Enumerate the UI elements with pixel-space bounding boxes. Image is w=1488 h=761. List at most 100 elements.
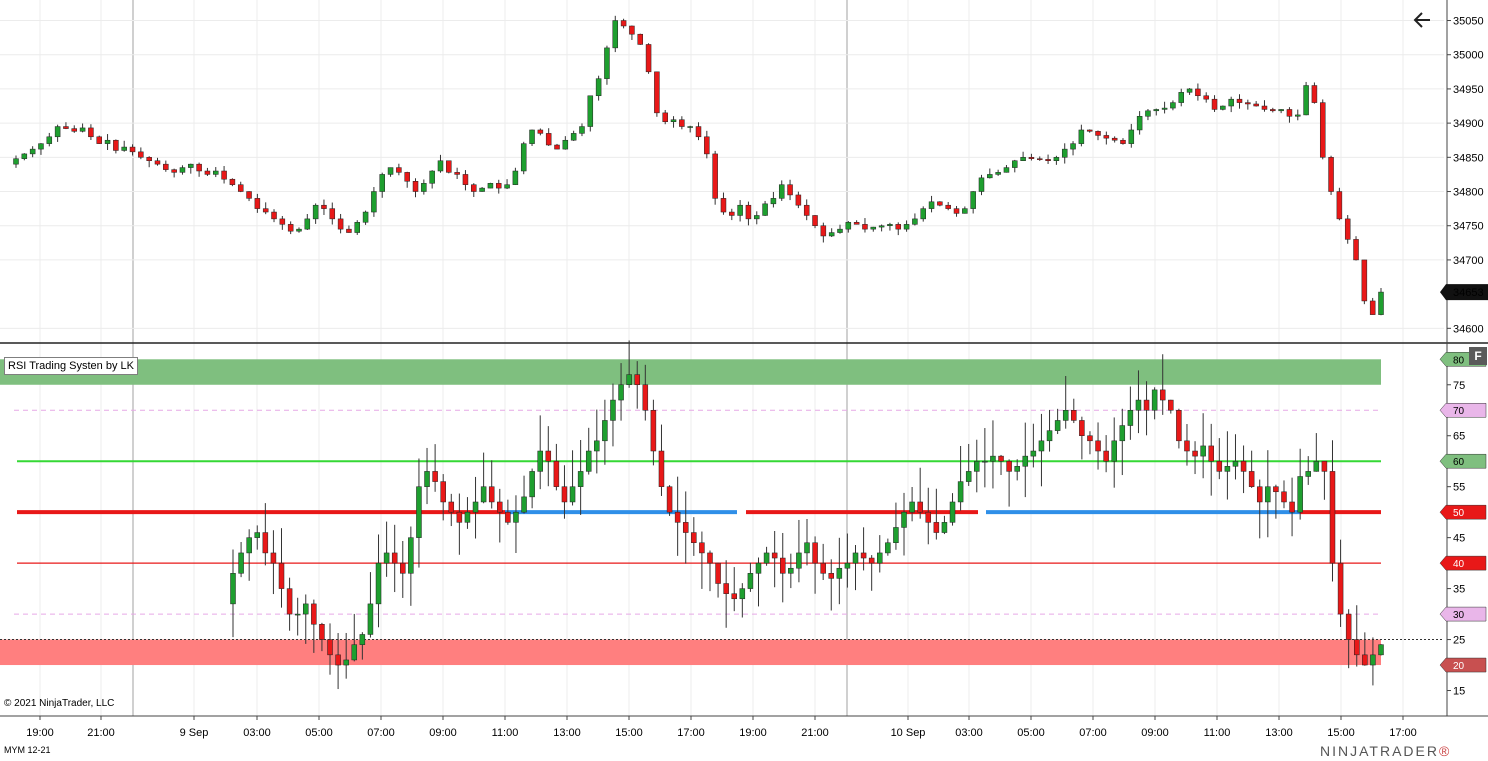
candle-down — [1103, 135, 1110, 139]
candle-up — [587, 95, 594, 127]
candle-down — [779, 557, 786, 574]
brand-text: NINJATRADER — [1320, 743, 1439, 759]
level-tag-label: 60 — [1453, 457, 1465, 468]
candle-up — [878, 225, 885, 228]
f-button[interactable]: F — [1469, 347, 1487, 365]
candle-up — [957, 481, 964, 503]
candle-up — [965, 471, 972, 482]
candle-up — [828, 232, 835, 237]
candle-up — [29, 148, 36, 155]
candle-down — [400, 562, 406, 574]
candle-up — [294, 613, 301, 616]
arrow-left-icon[interactable] — [1408, 6, 1438, 34]
candle-up — [612, 20, 619, 49]
candle-down — [895, 224, 902, 230]
candle-down — [820, 225, 827, 237]
candle-up — [739, 588, 746, 600]
candle-up — [1111, 440, 1117, 462]
candle-down — [1236, 98, 1243, 103]
candle-up — [513, 511, 519, 523]
candle-up — [351, 644, 358, 661]
candle-down — [937, 201, 943, 206]
candle-down — [679, 119, 685, 127]
candle-down — [820, 562, 826, 574]
candle-down — [1321, 460, 1328, 472]
candle-up — [38, 143, 44, 150]
candle-down — [691, 532, 697, 543]
candle-down — [196, 163, 202, 172]
candle-down — [456, 511, 463, 523]
candle-down — [545, 133, 552, 146]
candle-down — [1208, 445, 1214, 462]
candle-down — [720, 198, 727, 213]
candle-up — [970, 191, 976, 209]
candle-up — [429, 170, 435, 184]
candle-down — [812, 542, 818, 564]
candle-down — [262, 208, 269, 213]
x-tick-label: 17:00 — [1389, 727, 1417, 739]
candle-down — [1086, 129, 1093, 132]
candle-up — [1127, 409, 1134, 426]
candle-down — [654, 71, 660, 114]
candle-down — [329, 208, 336, 220]
rsi-tick-label: 65 — [1453, 431, 1465, 443]
candle-down — [723, 583, 729, 594]
candle-down — [554, 144, 560, 150]
candle-up — [480, 486, 487, 503]
candle-up — [1153, 109, 1160, 112]
rsi-candles — [230, 340, 1384, 690]
price-tick-label: 34700 — [1453, 255, 1484, 267]
candle-up — [1022, 455, 1029, 467]
candle-down — [1261, 105, 1268, 110]
x-tick-label: 13:00 — [1265, 727, 1293, 739]
candle-up — [1030, 450, 1037, 457]
candle-up — [387, 167, 394, 175]
candle-down — [88, 127, 94, 138]
level-tag-30 — [1439, 606, 1487, 622]
candle-up — [1135, 399, 1142, 411]
candle-down — [1336, 191, 1343, 220]
candle-down — [204, 170, 211, 175]
candle-up — [304, 218, 311, 230]
candle-up — [577, 471, 584, 487]
candle-down — [1248, 471, 1255, 487]
level-tag-label: 50 — [1453, 508, 1465, 519]
candle-down — [146, 157, 152, 161]
candle-up — [1038, 440, 1045, 452]
candle-up — [796, 552, 802, 569]
candle-down — [1319, 102, 1326, 158]
x-tick-label: 11:00 — [1204, 727, 1231, 739]
candle-down — [1176, 409, 1182, 442]
price-tick-label: 34750 — [1453, 221, 1484, 233]
candle-down — [1006, 460, 1012, 472]
candle-down — [828, 573, 835, 579]
candle-up — [504, 184, 510, 189]
candle-down — [1045, 159, 1051, 161]
level-tag-50 — [1439, 504, 1487, 520]
candle-down — [1079, 420, 1085, 436]
candle-down — [1037, 158, 1043, 160]
candle-up — [303, 603, 309, 615]
candle-down — [812, 215, 818, 226]
candle-down — [1328, 157, 1334, 192]
candle-down — [229, 178, 236, 185]
candle-up — [362, 211, 369, 223]
candle-up — [529, 471, 535, 498]
candle-up — [754, 215, 760, 220]
copyright-text: © 2021 NinjaTrader, LLC — [4, 698, 115, 709]
candle-up — [312, 204, 319, 220]
candle-up — [962, 208, 968, 214]
candle-up — [903, 224, 910, 230]
candle-down — [662, 112, 668, 123]
candle-down — [1028, 157, 1035, 159]
x-tick-label: 09:00 — [429, 727, 457, 739]
candle-down — [803, 204, 810, 216]
candle-up — [1119, 425, 1126, 442]
candle-up — [1378, 291, 1384, 315]
candle-up — [520, 143, 527, 172]
candle-up — [1370, 654, 1376, 666]
candle-down — [1095, 131, 1101, 136]
candle-up — [416, 486, 422, 538]
candle-up — [246, 537, 252, 554]
